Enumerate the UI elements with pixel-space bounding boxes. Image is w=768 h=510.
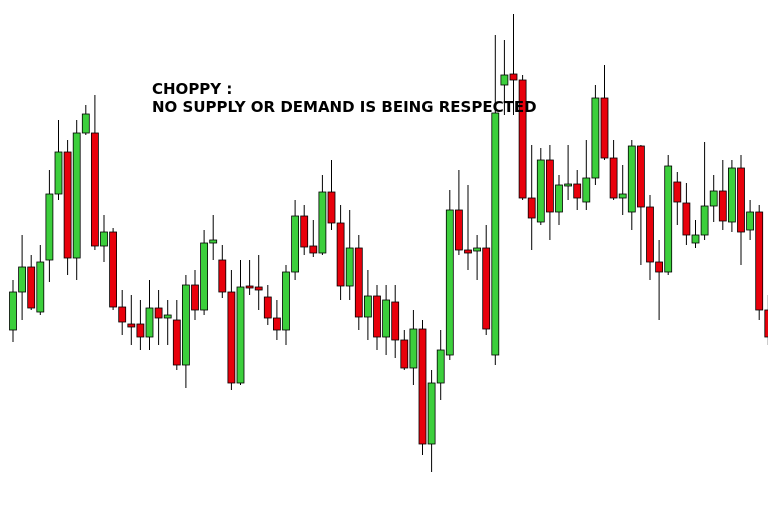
candle-body [100, 231, 108, 247]
candle-body [354, 247, 363, 318]
candle-body [682, 202, 691, 236]
candle-body [336, 222, 345, 287]
candle-body [427, 382, 436, 445]
candle-body [509, 73, 518, 81]
candle-body [9, 291, 17, 331]
candle-body [118, 306, 127, 323]
candle-body [737, 167, 745, 233]
candle-body [409, 328, 418, 369]
candle-body [755, 211, 764, 311]
candle-body [445, 209, 454, 356]
candle-body [673, 181, 682, 203]
candle-body [254, 286, 263, 291]
candle-body [373, 295, 381, 338]
candle-body [63, 151, 72, 259]
candle-body [36, 261, 45, 313]
candle-body [191, 284, 199, 311]
candle-body [400, 339, 409, 369]
candle-body [272, 317, 281, 331]
candle-body [573, 183, 582, 199]
candle-body [600, 97, 609, 159]
candle-body [500, 74, 509, 86]
candle-body [646, 206, 654, 263]
candle-body [418, 328, 427, 445]
candle-body [300, 215, 309, 248]
candle-body [591, 97, 600, 179]
candle-body [127, 323, 136, 328]
candle-body [718, 190, 727, 222]
candle-body [382, 299, 391, 338]
candle-body [91, 132, 99, 247]
candle-body [309, 245, 318, 254]
candle-body [54, 151, 63, 195]
candle-body [327, 191, 336, 224]
candle-body [318, 191, 327, 254]
candle-body [482, 247, 491, 330]
candle-body [527, 197, 536, 219]
candle-body [764, 309, 768, 338]
candle-body [728, 167, 736, 223]
candle-body [291, 215, 300, 273]
candle-body [746, 211, 754, 231]
candle-body [282, 271, 290, 331]
candle-body [145, 307, 154, 338]
candle-body [454, 209, 463, 251]
candle-body [363, 295, 372, 318]
candle-body [45, 193, 54, 261]
candle-body [655, 261, 663, 273]
candle-body [154, 307, 163, 319]
candle-body [136, 323, 145, 338]
candle-body [582, 177, 591, 203]
candles [9, 14, 768, 472]
candle-body [109, 231, 117, 308]
candle-body [546, 159, 554, 213]
candle-body [27, 266, 36, 309]
annotation: NO SUPPLY OR DEMAND IS BEING RESPECTED [152, 98, 537, 116]
candle-body [609, 157, 618, 199]
candle-body [72, 132, 81, 259]
candle-body [491, 112, 500, 356]
candle-body [637, 145, 645, 208]
candle-body [555, 184, 563, 213]
candle-body [536, 159, 545, 223]
annotation: CHOPPY : [152, 80, 232, 98]
candle-body [345, 247, 354, 287]
candle-body [181, 284, 190, 366]
candle-body [172, 319, 181, 366]
candle-body [709, 190, 718, 207]
candle-body [209, 239, 218, 244]
candle-body [263, 296, 272, 319]
candle-body [664, 165, 673, 273]
candle-body [564, 183, 572, 187]
candle-body [700, 205, 709, 236]
candle-body [518, 79, 527, 199]
candle-body [200, 242, 209, 311]
candle-body [391, 301, 400, 341]
candle-body [227, 291, 236, 384]
candle-body [627, 145, 636, 213]
candle-body [81, 113, 90, 134]
candle-body [691, 234, 700, 244]
candle-body [18, 266, 27, 293]
candle-body [163, 314, 172, 319]
candle-body [236, 286, 245, 384]
candle-body [618, 193, 627, 199]
candle-body [436, 349, 445, 384]
candle-body [464, 249, 472, 254]
candle-body [245, 285, 254, 289]
candle-body [473, 247, 482, 252]
candle-body [218, 259, 227, 293]
